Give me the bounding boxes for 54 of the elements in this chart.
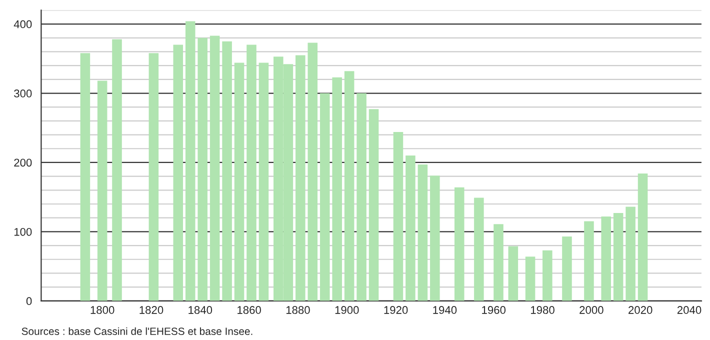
bar (296, 55, 306, 301)
x-tick-label: 1860 (238, 306, 261, 314)
x-tick-label: 2000 (580, 306, 604, 314)
x-tick-label: 1920 (384, 306, 408, 314)
bar (222, 41, 232, 301)
x-tick-label: 2020 (628, 306, 652, 314)
x-tick-label: 1980 (531, 306, 554, 314)
bar (430, 176, 440, 301)
bar (508, 246, 518, 301)
bar (474, 198, 484, 301)
bar (562, 236, 572, 301)
bar (356, 93, 366, 301)
bar (148, 53, 159, 301)
bar (494, 224, 504, 301)
bar (97, 80, 108, 301)
x-tick-label: 1820 (140, 306, 164, 314)
bar (393, 132, 404, 301)
bar (344, 71, 354, 301)
bar (638, 174, 648, 301)
bar (418, 164, 428, 301)
bar (584, 221, 594, 301)
bar (613, 213, 624, 301)
y-tick-label: 300 (14, 90, 32, 98)
x-tick-label: 1880 (286, 306, 310, 314)
bar (185, 21, 196, 301)
bar (525, 256, 536, 301)
x-tick-label: 1840 (188, 306, 212, 314)
x-tick-label: 1940 (433, 306, 457, 314)
bar (406, 156, 416, 301)
bar (542, 250, 552, 301)
bar (320, 93, 330, 301)
bar (332, 77, 342, 301)
source-note: Sources : base Cassini de l'EHESS et base Insee. (22, 327, 252, 336)
x-tick-label: 2040 (677, 306, 702, 314)
bar (368, 109, 379, 301)
bar (234, 62, 244, 301)
bar (601, 216, 611, 301)
bar (80, 53, 90, 301)
bar (112, 39, 122, 301)
bar (258, 62, 269, 301)
y-tick-label: 0 (26, 297, 32, 306)
bar (173, 44, 184, 301)
bar (246, 44, 256, 301)
x-tick-label: 1960 (482, 306, 506, 314)
bar (210, 36, 220, 301)
y-tick-label: 200 (14, 158, 32, 167)
bar (198, 38, 208, 301)
y-tick-label: 100 (14, 228, 32, 236)
bar (454, 187, 464, 301)
y-tick-label: 400 (14, 20, 32, 28)
bar (308, 42, 318, 301)
bar (626, 206, 636, 301)
x-tick-label: 1900 (335, 306, 359, 314)
x-tick-label: 1800 (90, 306, 114, 314)
